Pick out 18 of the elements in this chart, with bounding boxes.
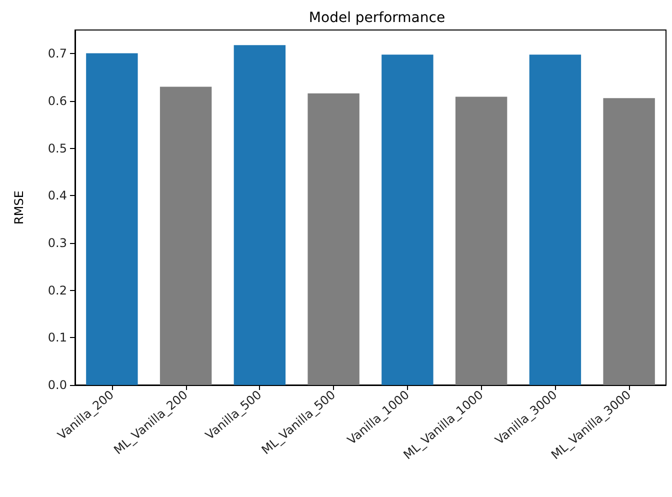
bar bbox=[308, 93, 360, 385]
y-axis-title: RMSE bbox=[12, 190, 26, 224]
bar bbox=[455, 96, 508, 385]
y-tick-label: 0.4 bbox=[48, 188, 67, 203]
bar bbox=[382, 54, 434, 385]
y-tick-label: 0.1 bbox=[48, 330, 67, 345]
bar bbox=[603, 98, 655, 385]
chart-title: Model performance bbox=[308, 10, 446, 26]
bar bbox=[234, 45, 286, 385]
bar bbox=[86, 53, 138, 385]
bar bbox=[160, 86, 212, 385]
y-tick-label: 0.7 bbox=[48, 46, 67, 61]
y-tick-label: 0.2 bbox=[48, 283, 67, 298]
y-tick-label: 0.3 bbox=[48, 236, 67, 250]
y-tick-label: 0.6 bbox=[48, 94, 67, 108]
y-tick-label: 0.5 bbox=[48, 141, 67, 156]
bar bbox=[529, 54, 582, 385]
y-tick-label: 0.0 bbox=[48, 378, 67, 392]
